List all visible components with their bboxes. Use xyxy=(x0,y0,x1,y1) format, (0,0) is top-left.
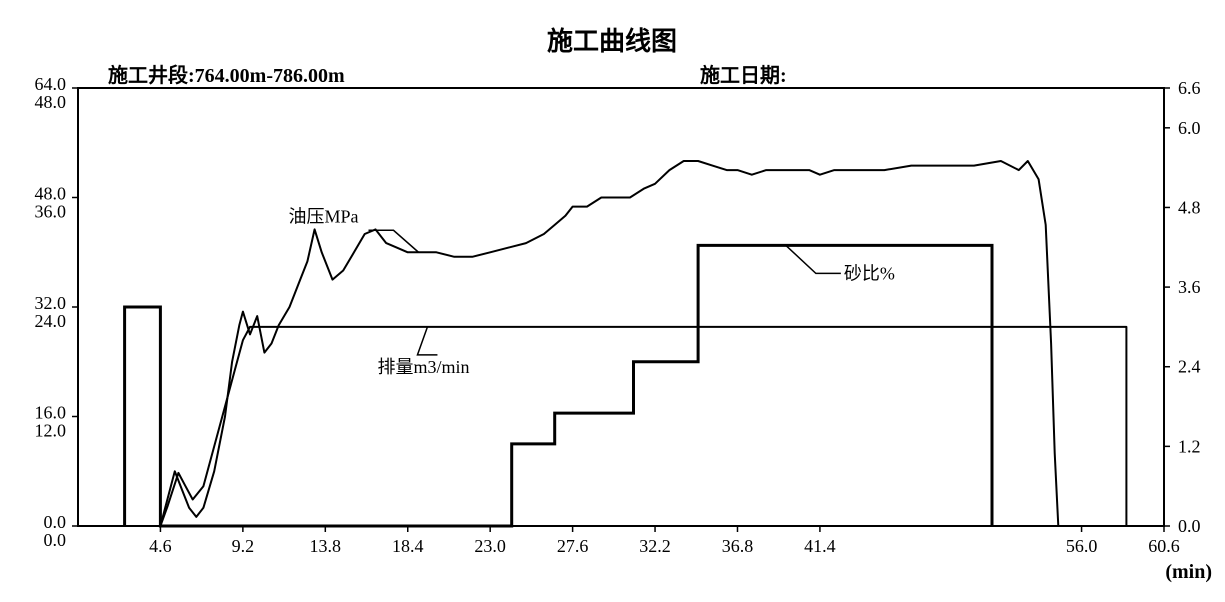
label-oil-pressure: 油压MPa xyxy=(288,206,358,226)
y-right-tick: 6.6 xyxy=(1178,78,1201,98)
x-tick: 36.8 xyxy=(722,536,754,556)
y-right-ticks: 0.0 1.2 2.4 3.6 4.8 6.0 6.6 xyxy=(1164,78,1201,536)
chart-container: 施工曲线图 施工井段:764.00m-786.00m 施工日期: 0.00.01… xyxy=(0,0,1225,602)
series-group xyxy=(125,161,1127,526)
chart-svg: 施工曲线图 施工井段:764.00m-786.00m 施工日期: 0.00.01… xyxy=(0,0,1225,602)
series-flow-rate xyxy=(160,327,1126,526)
y-left-outer-tick: 0.0 xyxy=(44,512,67,532)
y-left-outer-tick: 48.0 xyxy=(35,184,67,204)
y-left-inner-tick: 36.0 xyxy=(35,202,67,222)
x-tick: 60.6 xyxy=(1148,536,1180,556)
series-sand-ratio xyxy=(125,245,992,526)
y-right-tick: 0.0 xyxy=(1178,516,1201,536)
y-left-outer-tick: 32.0 xyxy=(35,293,67,313)
x-tick: 13.8 xyxy=(310,536,342,556)
x-tick: 4.6 xyxy=(149,536,172,556)
y-right-tick: 6.0 xyxy=(1178,118,1201,138)
x-tick: 9.2 xyxy=(232,536,255,556)
annotation-oil-pressure: 油压MPa xyxy=(288,206,418,252)
x-tick: 18.4 xyxy=(392,536,424,556)
plot-area xyxy=(78,88,1164,526)
label-flow-rate: 排量m3/min xyxy=(377,357,469,377)
y-left-inner-tick: 48.0 xyxy=(35,92,67,112)
label-sand-ratio: 砂比% xyxy=(844,263,895,283)
y-right-tick: 2.4 xyxy=(1178,357,1201,377)
x-tick: 41.4 xyxy=(804,536,836,556)
header-well-section: 施工井段:764.00m-786.00m xyxy=(108,63,345,87)
y-left-outer-tick: 16.0 xyxy=(35,403,67,423)
annotation-sand-ratio: 砂比% xyxy=(786,245,895,283)
x-axis-label: (min) xyxy=(1165,561,1212,583)
y-left-inner-tick: 24.0 xyxy=(35,311,67,331)
y-right-tick: 4.8 xyxy=(1178,197,1201,217)
chart-title: 施工曲线图 xyxy=(547,26,677,56)
x-tick: 56.0 xyxy=(1066,536,1098,556)
series-oil-pressure xyxy=(135,161,1058,526)
y-left-inner-tick: 0.0 xyxy=(44,530,67,550)
x-ticks: 4.6 9.2 13.8 18.4 23.0 27.6 32.2 36.8 41.4 56.0 60… xyxy=(149,526,1180,556)
x-tick: 27.6 xyxy=(557,536,589,556)
y-left-outer-tick: 64.0 xyxy=(35,74,67,94)
annotation-flow-rate: 排量m3/min xyxy=(377,327,469,377)
header-date: 施工日期: xyxy=(700,63,787,87)
y-left-ticks: 0.00.016.012.032.024.048.036.064.048.0 xyxy=(35,74,79,550)
x-tick: 23.0 xyxy=(474,536,506,556)
y-right-tick: 3.6 xyxy=(1178,277,1201,297)
y-left-inner-tick: 12.0 xyxy=(35,421,67,441)
x-tick: 32.2 xyxy=(639,536,671,556)
y-right-tick: 1.2 xyxy=(1178,436,1201,456)
